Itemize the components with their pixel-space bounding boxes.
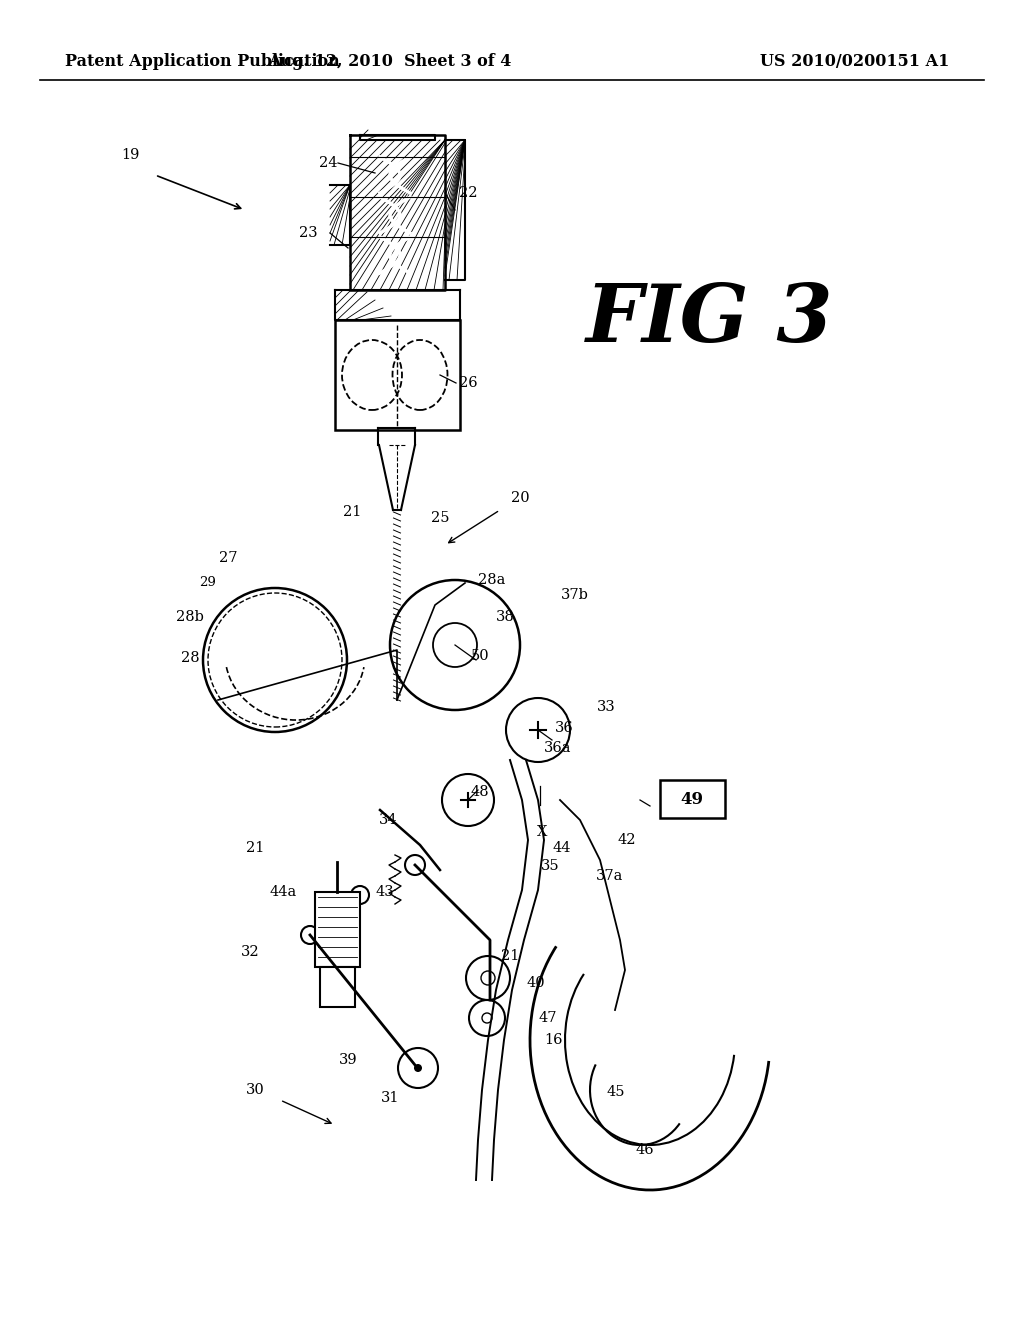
- Text: 28b: 28b: [176, 610, 204, 624]
- Text: 44a: 44a: [269, 884, 297, 899]
- Circle shape: [466, 956, 510, 1001]
- Text: 36a: 36a: [544, 741, 571, 755]
- Bar: [660, 780, 725, 818]
- Circle shape: [414, 1064, 422, 1072]
- Circle shape: [203, 587, 347, 733]
- Circle shape: [482, 1012, 492, 1023]
- Text: 38: 38: [496, 610, 514, 624]
- Text: Patent Application Publication: Patent Application Publication: [65, 54, 340, 70]
- Circle shape: [390, 579, 520, 710]
- Text: 28a: 28a: [478, 573, 506, 587]
- Text: 47: 47: [539, 1011, 557, 1026]
- Text: 33: 33: [597, 700, 615, 714]
- Circle shape: [442, 774, 494, 826]
- Text: 39: 39: [339, 1053, 357, 1067]
- Text: 29: 29: [200, 576, 216, 589]
- Bar: [319, 968, 355, 1007]
- Text: 48: 48: [471, 785, 489, 799]
- Text: 24: 24: [318, 156, 337, 170]
- Text: 28: 28: [180, 651, 200, 665]
- Bar: [335, 319, 460, 430]
- Text: 26: 26: [459, 376, 477, 389]
- Text: 23: 23: [299, 226, 317, 240]
- Circle shape: [301, 927, 319, 944]
- Text: 22: 22: [459, 186, 477, 201]
- Circle shape: [398, 1048, 438, 1088]
- Text: 45: 45: [607, 1085, 626, 1100]
- Bar: [315, 892, 360, 968]
- Circle shape: [469, 1001, 505, 1036]
- Circle shape: [351, 886, 369, 904]
- Text: FIG 3: FIG 3: [587, 281, 834, 359]
- Text: 37a: 37a: [596, 869, 624, 883]
- Text: 43: 43: [376, 884, 394, 899]
- Text: 35: 35: [541, 859, 559, 873]
- Circle shape: [433, 623, 477, 667]
- Text: 21: 21: [501, 949, 519, 964]
- Text: 16: 16: [545, 1034, 563, 1047]
- Text: 50: 50: [471, 649, 489, 663]
- Text: 46: 46: [636, 1143, 654, 1158]
- Text: 20: 20: [511, 491, 529, 506]
- Text: X: X: [537, 825, 547, 840]
- Text: Aug. 12, 2010  Sheet 3 of 4: Aug. 12, 2010 Sheet 3 of 4: [268, 54, 512, 70]
- Text: 42: 42: [617, 833, 636, 847]
- Text: 21: 21: [246, 841, 264, 855]
- Circle shape: [481, 972, 495, 985]
- Circle shape: [406, 855, 425, 875]
- Text: 37b: 37b: [561, 587, 589, 602]
- Text: 27: 27: [219, 550, 238, 565]
- Circle shape: [506, 698, 570, 762]
- Text: 31: 31: [381, 1092, 399, 1105]
- Text: 19: 19: [121, 148, 139, 162]
- Text: 49: 49: [681, 791, 703, 808]
- Text: 21: 21: [343, 506, 361, 519]
- Text: 40: 40: [526, 975, 546, 990]
- Text: 34: 34: [379, 813, 397, 828]
- Text: 25: 25: [431, 511, 450, 525]
- Text: 36: 36: [555, 721, 573, 735]
- Text: 30: 30: [246, 1082, 264, 1097]
- Text: 44: 44: [553, 841, 571, 855]
- Text: US 2010/0200151 A1: US 2010/0200151 A1: [760, 54, 949, 70]
- Text: 32: 32: [241, 945, 259, 960]
